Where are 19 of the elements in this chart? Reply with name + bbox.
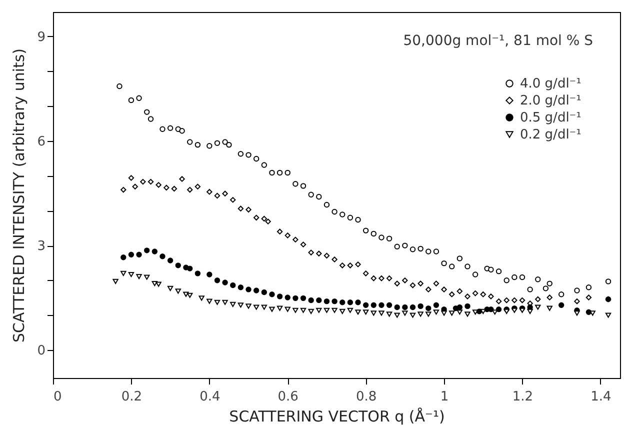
y-tick-label: 6 [37,134,46,150]
legend-label: 0.2 g/dl⁻¹ [520,128,582,142]
x-tick-label: 0.6 [278,390,298,404]
y-axis-title: SCATTERED INTENSITY (arbitrary units) [10,48,28,343]
x-tick-label: 0.2 [121,390,142,404]
legend-label: 4.0 g/dl⁻¹ [520,76,582,92]
x-tick-label: 1.2 [512,390,534,404]
y-tick-label: 3 [37,239,46,254]
legend-label: 0.5 g/dl⁻¹ [520,110,582,126]
legend-label: 2.0 g/dl⁻¹ [520,94,582,108]
annotation: 50,000g mol⁻¹, 81 mol % S [403,33,594,49]
y-tick-label: 9 [37,30,46,45]
x-tick-label: 0 [54,390,62,404]
x-axis-title: SCATTERING VECTOR q (Å⁻¹) [229,408,445,426]
x-tick-label: 0.4 [200,390,220,404]
x-tick-label: 1 [440,390,449,404]
x-tick-label: 1.4 [590,390,612,404]
x-tick-label: 0.8 [356,390,377,404]
y-tick-label: 0 [37,344,46,359]
